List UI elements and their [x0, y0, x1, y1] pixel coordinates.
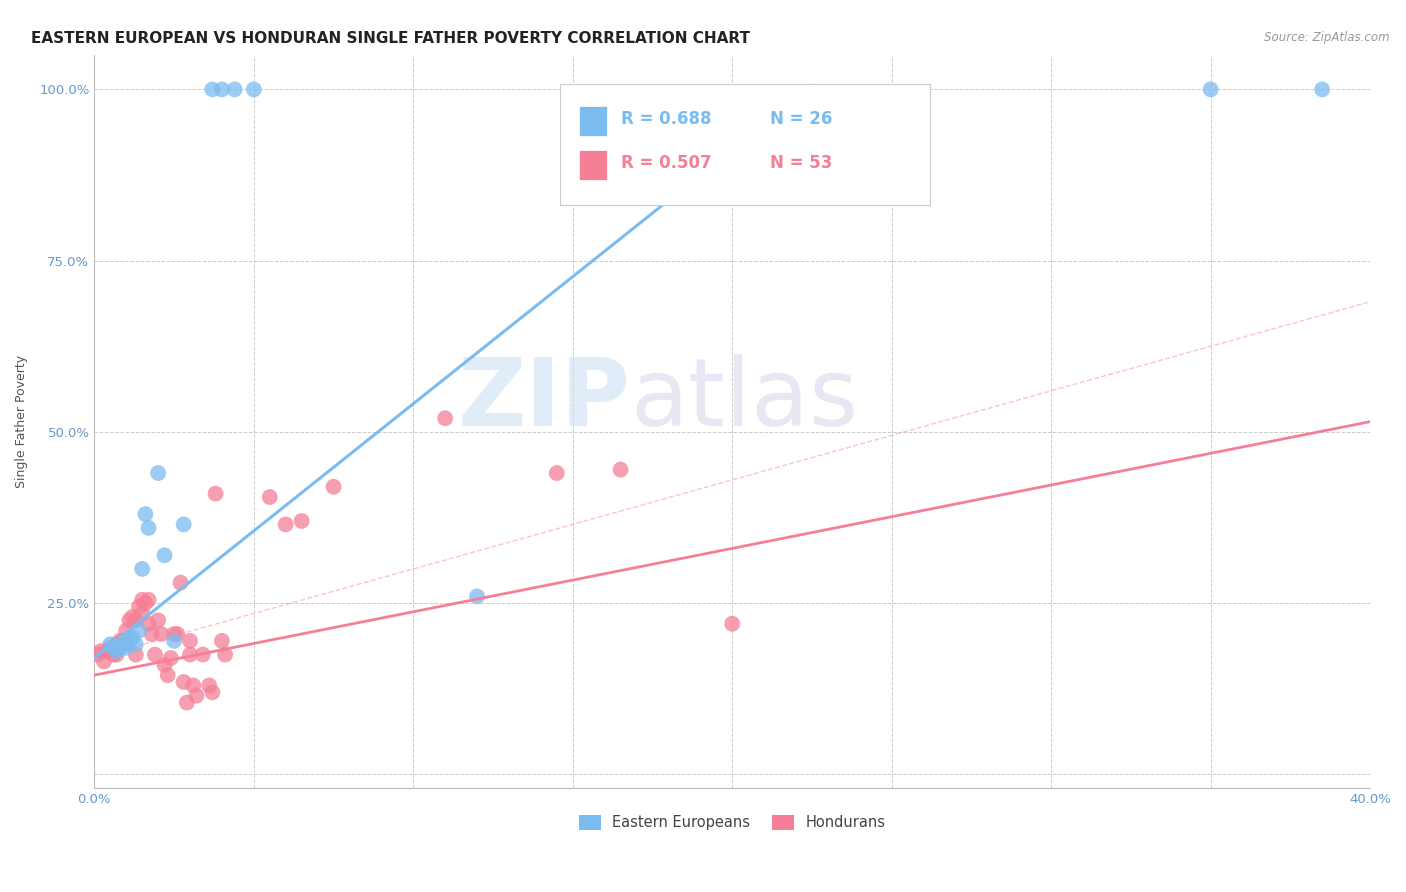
FancyBboxPatch shape [579, 151, 607, 180]
Point [128, 624, 150, 638]
Point [259, 490, 281, 504]
Point [112, 633, 135, 648]
Text: R = 0.507: R = 0.507 [621, 154, 711, 172]
Point [138, 592, 160, 607]
Point [179, 633, 201, 648]
Point [118, 613, 141, 627]
Point [434, 411, 457, 425]
Point [211, 633, 233, 648]
Point [138, 616, 160, 631]
Point [105, 644, 128, 658]
Point [465, 590, 488, 604]
Point [721, 616, 744, 631]
Point [103, 640, 125, 655]
Point [131, 607, 153, 621]
Point [173, 675, 195, 690]
Point [108, 633, 131, 648]
Point [169, 575, 191, 590]
Point [128, 599, 150, 614]
Point [121, 610, 143, 624]
Point [546, 466, 568, 480]
Point [243, 82, 266, 96]
Point [186, 689, 208, 703]
Point [105, 637, 128, 651]
FancyBboxPatch shape [560, 85, 929, 205]
Point [204, 486, 226, 500]
Point [125, 648, 148, 662]
Point [166, 627, 188, 641]
Point [173, 517, 195, 532]
Point [1199, 82, 1222, 96]
Point [201, 685, 224, 699]
Point [146, 466, 169, 480]
Point [134, 507, 156, 521]
Point [103, 648, 125, 662]
Point [163, 633, 186, 648]
Y-axis label: Single Father Poverty: Single Father Poverty [15, 355, 28, 488]
Point [96, 644, 118, 658]
Point [131, 562, 153, 576]
Point [118, 633, 141, 648]
Point [291, 514, 314, 528]
Point [274, 517, 297, 532]
Point [201, 82, 224, 96]
Point [160, 651, 183, 665]
Point [181, 678, 204, 692]
Point [108, 640, 131, 655]
Point [115, 640, 138, 655]
Text: ZIP: ZIP [457, 353, 630, 446]
Point [1310, 82, 1333, 96]
Point [121, 631, 143, 645]
Point [105, 648, 128, 662]
Point [150, 627, 173, 641]
Point [98, 637, 121, 651]
Point [86, 648, 108, 662]
Point [115, 624, 138, 638]
Point [163, 627, 186, 641]
Point [131, 592, 153, 607]
Point [125, 637, 148, 651]
Point [211, 82, 233, 96]
Point [98, 640, 121, 655]
Text: N = 53: N = 53 [770, 154, 832, 172]
Point [179, 648, 201, 662]
Point [214, 648, 236, 662]
Point [143, 648, 166, 662]
Point [138, 521, 160, 535]
Point [176, 696, 198, 710]
Point [141, 627, 163, 641]
Text: EASTERN EUROPEAN VS HONDURAN SINGLE FATHER POVERTY CORRELATION CHART: EASTERN EUROPEAN VS HONDURAN SINGLE FATH… [31, 31, 749, 46]
Point [112, 637, 135, 651]
Text: R = 0.688: R = 0.688 [621, 110, 711, 128]
Point [90, 644, 112, 658]
Point [134, 596, 156, 610]
Text: Source: ZipAtlas.com: Source: ZipAtlas.com [1264, 31, 1389, 45]
FancyBboxPatch shape [579, 106, 607, 136]
Point [125, 613, 148, 627]
Point [609, 462, 631, 476]
Point [153, 548, 176, 562]
Legend: Eastern Europeans, Hondurans: Eastern Europeans, Hondurans [572, 809, 891, 836]
Text: N = 26: N = 26 [770, 110, 832, 128]
Point [93, 655, 115, 669]
Point [198, 678, 221, 692]
Text: atlas: atlas [630, 353, 859, 446]
Point [191, 648, 214, 662]
Point [156, 668, 179, 682]
Point [224, 82, 246, 96]
Point [153, 657, 176, 672]
Point [115, 637, 138, 651]
Point [322, 480, 344, 494]
Point [146, 613, 169, 627]
